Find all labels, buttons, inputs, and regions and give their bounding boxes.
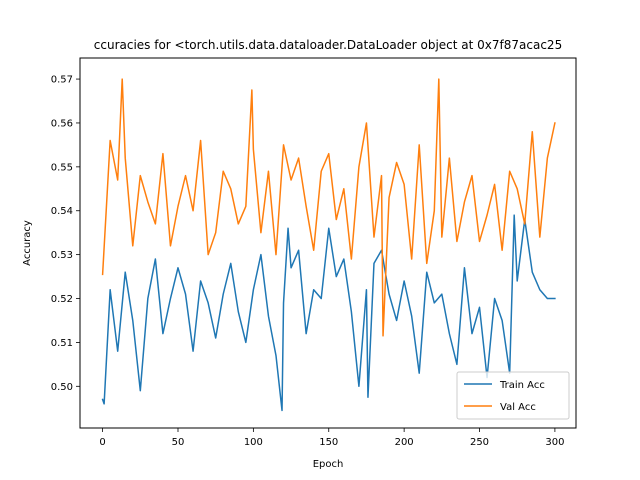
y-tick-label: 0.55 xyxy=(51,162,73,173)
y-tick-label: 0.52 xyxy=(51,294,73,305)
y-axis-title: Accuracy xyxy=(22,220,33,266)
y-tick-label: 0.51 xyxy=(51,338,73,349)
series-line-train-acc xyxy=(101,214,556,412)
y-tick-label: 0.53 xyxy=(51,250,73,261)
plot-area xyxy=(80,58,576,428)
x-tick-label: 300 xyxy=(545,437,564,448)
chart-title: ccuracies for <torch.utils.data.dataload… xyxy=(94,38,562,52)
axes-frame xyxy=(79,57,577,429)
series-line-val-acc xyxy=(101,78,556,337)
y-axis: 0.50 0.51 0.52 0.53 0.54 0.55 0.56 0.57 xyxy=(51,75,80,393)
y-tick-label: 0.56 xyxy=(51,118,73,129)
x-tick-label: 150 xyxy=(319,437,338,448)
x-tick-label: 200 xyxy=(395,437,414,448)
y-tick-label: 0.57 xyxy=(51,75,73,86)
y-tick-label: 0.54 xyxy=(51,206,73,217)
x-axis: 0 50 100 150 200 250 300 xyxy=(99,428,564,448)
legend-label-val-acc: Val Acc xyxy=(500,402,536,413)
y-tick-label: 0.50 xyxy=(51,382,73,393)
x-tick-label: 50 xyxy=(172,437,185,448)
x-axis-title: Epoch xyxy=(313,459,344,470)
x-tick-label: 250 xyxy=(470,437,489,448)
legend: Train Acc Val Acc xyxy=(456,371,570,420)
x-tick-label: 100 xyxy=(244,437,263,448)
x-tick-label: 0 xyxy=(99,437,105,448)
legend-label-train-acc: Train Acc xyxy=(499,380,545,391)
series-layer xyxy=(101,78,556,412)
